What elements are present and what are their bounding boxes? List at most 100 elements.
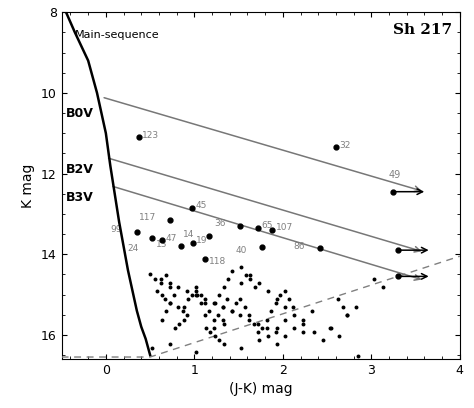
Point (146, 271, 154, 277)
Point (354, 353, 362, 359)
Point (179, 308, 187, 315)
Point (219, 304, 227, 310)
Point (237, 280, 245, 286)
Point (353, 304, 360, 310)
Point (285, 296, 293, 303)
Text: 65: 65 (262, 222, 273, 231)
Point (220, 284, 228, 290)
Point (162, 272, 170, 278)
Point (211, 333, 219, 339)
Point (281, 288, 288, 295)
Point (162, 308, 170, 315)
Point (246, 272, 254, 278)
Point (166, 284, 173, 290)
Point (379, 284, 387, 290)
Point (276, 292, 284, 299)
Point (170, 292, 178, 299)
Point (326, 324, 334, 331)
Point (255, 337, 263, 343)
Point (291, 324, 298, 331)
Point (237, 296, 244, 303)
Point (202, 324, 210, 331)
Point (273, 296, 281, 303)
Point (319, 337, 327, 343)
Point (180, 304, 188, 310)
Point (180, 316, 188, 323)
Point (267, 308, 275, 315)
Point (273, 340, 281, 347)
Point (237, 312, 244, 319)
Point (175, 320, 183, 327)
Point (251, 284, 258, 290)
Point (167, 300, 174, 307)
Point (246, 316, 253, 323)
Text: 99: 99 (110, 226, 122, 235)
Point (219, 316, 227, 323)
Point (334, 296, 341, 303)
Point (310, 328, 318, 335)
Point (192, 284, 200, 290)
Point (210, 324, 218, 331)
Point (272, 328, 280, 335)
Point (246, 312, 253, 319)
Point (215, 337, 223, 343)
Point (272, 300, 280, 307)
Point (263, 324, 271, 331)
Point (158, 292, 165, 299)
Point (158, 316, 165, 323)
Point (291, 312, 298, 319)
Point (192, 292, 200, 299)
Point (254, 320, 262, 327)
Text: 24: 24 (127, 244, 138, 253)
Point (214, 312, 222, 319)
Point (210, 316, 218, 323)
Point (157, 280, 164, 286)
Point (198, 300, 205, 307)
Point (188, 292, 195, 299)
Point (207, 328, 214, 335)
Point (171, 324, 179, 331)
Point (300, 328, 307, 335)
Point (197, 292, 204, 299)
Point (211, 300, 219, 307)
Point (148, 344, 155, 351)
Point (220, 320, 228, 327)
Text: 107: 107 (276, 224, 293, 233)
Point (201, 296, 209, 303)
Text: 45: 45 (195, 201, 207, 210)
Text: 40: 40 (236, 246, 247, 255)
Text: B2V: B2V (66, 163, 94, 176)
Text: 118: 118 (209, 257, 226, 266)
Point (206, 308, 213, 315)
Point (241, 304, 248, 310)
Point (166, 340, 173, 347)
Point (328, 324, 335, 331)
Point (192, 348, 200, 355)
Point (154, 288, 161, 295)
Point (255, 280, 263, 286)
Point (263, 316, 271, 323)
Point (220, 340, 228, 347)
Point (281, 333, 288, 339)
Text: 123: 123 (142, 131, 159, 140)
Text: 36: 36 (214, 220, 225, 228)
Point (273, 324, 281, 331)
Text: 32: 32 (339, 141, 351, 150)
Point (167, 300, 174, 307)
Point (228, 308, 235, 315)
Text: 14: 14 (183, 230, 194, 239)
Y-axis label: K mag: K mag (21, 164, 36, 208)
Point (228, 268, 236, 275)
Point (223, 296, 231, 303)
Point (174, 284, 182, 290)
Text: B3V: B3V (66, 191, 94, 204)
Point (335, 333, 342, 339)
Point (157, 276, 164, 282)
Text: Sh 217: Sh 217 (392, 22, 452, 37)
Point (300, 320, 307, 327)
Point (246, 276, 254, 282)
Point (174, 304, 182, 310)
Point (193, 292, 201, 299)
Text: 49: 49 (389, 170, 401, 180)
Point (344, 312, 351, 319)
